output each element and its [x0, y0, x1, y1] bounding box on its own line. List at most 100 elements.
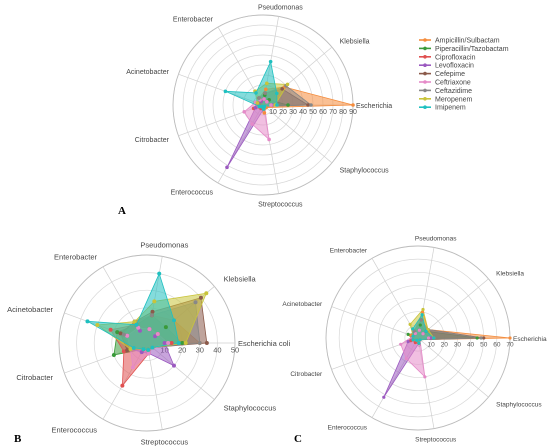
point-a-ceftriaxone-pseudomonas [262, 97, 266, 101]
point-c-piperacillin-tazobactam-pseudomonas [418, 323, 422, 327]
axis-label-a-enterobacter: Enterobacter [173, 16, 214, 23]
tick-label-c-1: 10 [428, 342, 436, 349]
point-c-imipenem-streptococcus [417, 341, 421, 345]
point-b-piperacillin-tazobactam-escherichia-coli [180, 341, 185, 345]
tick-label-b-2: 20 [178, 346, 186, 355]
axis-label-a-enterococcus: Enterococcus [171, 190, 214, 197]
point-b-meropenem-citrobacter [128, 347, 133, 352]
axis-label-c-streptococcus: Streptococcus [415, 436, 457, 443]
axis-label-b-pseudomonas: Pseudomonas [140, 241, 188, 250]
point-a-meropenem-pseudomonas [265, 81, 269, 86]
axis-label-a-klebsiella: Klebsiella [340, 39, 370, 46]
axis-label-c-citrobacter: Citrobacter [290, 371, 323, 378]
radar-panel-b: Escherichia coli Klebsiella Pseudomonas Ent… [7, 241, 290, 447]
tick-label-a-7: 70 [329, 109, 337, 116]
tick-label-c-4: 40 [467, 342, 475, 349]
point-a-imipenem-klebsiella [274, 91, 279, 96]
point-b-imipenem-streptococcus [146, 347, 151, 352]
legend-marker-piperacillin-tazobactam [423, 46, 427, 51]
legend-marker-ceftazidime [423, 88, 427, 93]
point-a-ampicillin-sulbactam-pseudomonas [263, 87, 268, 92]
tick-label-a-9: 90 [349, 109, 357, 116]
point-c-ceftazidime-escherichia [479, 336, 483, 340]
point-b-ceftriaxone-pseudomonas [147, 327, 152, 332]
point-b-levofloxacin-escherichia-coli [162, 341, 167, 345]
axis-label-b-klebsiella: Klebsiella [224, 275, 257, 284]
point-a-ceftriaxone-enterococcus [250, 122, 254, 126]
point-a-imipenem-pseudomonas [268, 59, 273, 64]
legend-marker-ciprofloxacin [423, 55, 427, 59]
point-a-imipenem-citrobacter [257, 104, 262, 109]
point-b-imipenem-pseudomonas [157, 271, 162, 276]
tick-label-a-8: 80 [339, 109, 347, 116]
point-a-levofloxacin-citrobacter [253, 105, 258, 110]
legend-label-ampicillin-sulbactam: Ampicillin/Sulbactam [435, 38, 500, 45]
tick-label-a-2: 20 [279, 109, 287, 116]
point-b-levofloxacin-enterococcus [139, 350, 144, 355]
point-c-ampicillin-sulbactam-pseudomonas [420, 310, 425, 314]
point-c-imipenem-klebsiella [424, 329, 428, 333]
point-b-imipenem-enterococcus [141, 347, 146, 352]
point-c-ceftriaxone-streptococcus [423, 375, 427, 379]
point-c-imipenem-enterococcus [415, 338, 419, 342]
axis-label-a-streptococcus: Streptococcus [258, 201, 303, 208]
spoke-c-staphylococcus [417, 337, 489, 398]
point-a-cefepime-klebsiella [280, 87, 284, 91]
point-a-meropenem-klebsiella [285, 82, 290, 87]
point-b-cefepime-klebsiella [198, 295, 203, 300]
point-a-ampicillin-sulbactam-streptococcus [262, 111, 267, 115]
tick-label-c-6: 60 [493, 342, 501, 349]
point-c-imipenem-enterobacter [411, 327, 415, 331]
point-c-imipenem-pseudomonas [420, 313, 424, 317]
point-a-ceftazidime-escherichia [309, 103, 313, 107]
point-a-piperacillin-tazobactam-escherichia [286, 103, 290, 107]
point-c-imipenem-staphylococcus [418, 338, 422, 342]
tick-label-a-6: 60 [319, 109, 327, 116]
point-c-piperacillin-tazobactam-escherichia [475, 336, 479, 340]
axis-label-b-enterococcus: Enterococcus [52, 426, 98, 435]
axis-label-c-escherichia: Escherichia [513, 336, 547, 343]
axis-label-c-klebsiella: Klebsiella [496, 270, 524, 277]
axis-label-b-citrobacter: Citrobacter [16, 373, 53, 382]
legend-marker-ampicillin-sulbactam [423, 38, 427, 42]
legend-label-piperacillin-tazobactam: Piperacillin/Tazobactam [435, 46, 509, 53]
point-b-imipenem-citrobacter [131, 345, 136, 350]
axis-label-b-escherichia-coli: Escherichia coli [238, 339, 290, 348]
point-a-cefepime-escherichia [306, 103, 310, 107]
legend-label-imipenem: Imipenem [435, 105, 466, 112]
point-c-ceftriaxone-pseudomonas [417, 328, 421, 332]
point-b-piperacillin-tazobactam-klebsiella [163, 325, 168, 330]
tick-label-b-4: 40 [213, 346, 221, 355]
tick-label-a-1: 10 [269, 109, 277, 116]
point-b-ceftazidime-acinetobacter [121, 332, 126, 337]
point-b-ciprofloxacin-enterococcus [120, 383, 125, 388]
legend-marker-imipenem [423, 105, 427, 109]
point-b-meropenem-enterobacter [132, 319, 137, 324]
legend-label-ceftriaxone: Ceftriaxone [435, 80, 471, 87]
axis-label-c-enterococcus: Enterococcus [328, 424, 368, 431]
point-c-imipenem-acinetobacter [411, 334, 415, 338]
point-a-ampicillin-sulbactam-escherichia [351, 103, 355, 107]
point-b-piperacillin-tazobactam-citrobacter [111, 353, 116, 358]
tick-label-c-5: 50 [480, 342, 488, 349]
series-area-b-imipenem [87, 272, 180, 351]
legend-label-meropenem: Meropenem [435, 96, 473, 103]
point-b-ciprofloxacin-acinetobacter [108, 327, 113, 332]
tick-label-c-2: 20 [441, 342, 449, 349]
point-b-imipenem-acinetobacter [85, 319, 90, 324]
axis-label-b-acinetobacter: Acinetobacter [7, 305, 53, 314]
point-b-cefepime-pseudomonas [150, 309, 155, 314]
axis-label-c-acinetobacter: Acinetobacter [282, 301, 323, 308]
point-c-levofloxacin-enterococcus [382, 395, 386, 399]
point-b-imipenem-enterobacter [134, 322, 139, 327]
point-a-imipenem-staphylococcus [262, 104, 267, 109]
point-c-levofloxacin-escherichia [429, 336, 433, 340]
point-c-ceftriaxone-klebsiella [421, 332, 425, 336]
legend-label-cefepime: Cefepime [435, 71, 465, 78]
tick-label-c-7: 70 [506, 342, 514, 349]
point-b-meropenem-acinetobacter [95, 322, 100, 327]
point-a-ceftazidime-pseudomonas [263, 91, 267, 95]
axis-label-b-streptococcus: Streptococcus [141, 437, 189, 446]
tick-label-b-3: 30 [196, 346, 204, 355]
